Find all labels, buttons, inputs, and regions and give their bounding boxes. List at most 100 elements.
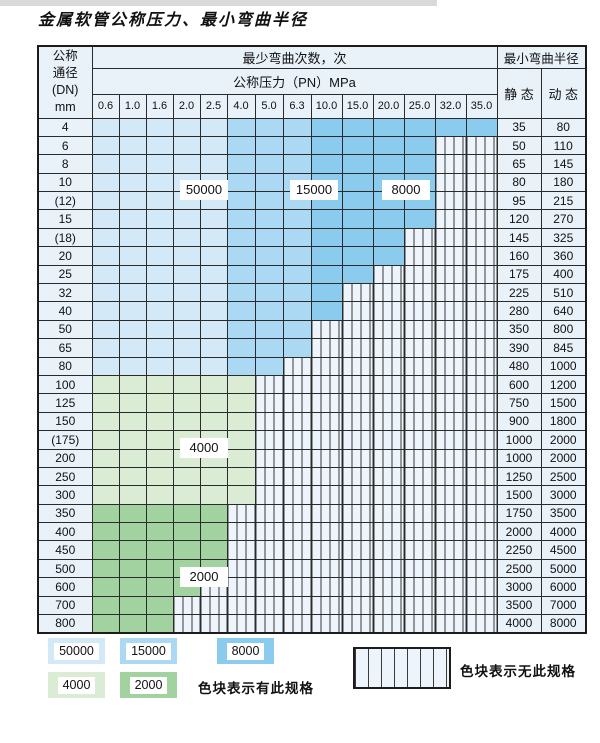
spec-unavailable-cell (465, 209, 498, 229)
spec-available-cell (91, 577, 120, 597)
spec-available-cell (172, 411, 201, 432)
spec-unavailable-cell (434, 283, 467, 303)
spec-unavailable-cell (403, 577, 436, 597)
row-dn-(18): (18) 145 325 (37, 227, 587, 248)
spec-unavailable-cell (434, 135, 467, 156)
spec-available-cell (91, 301, 120, 321)
spec-unavailable-cell (465, 595, 498, 616)
static-radius-value: 1000 (496, 430, 542, 450)
spec-unavailable-cell (282, 466, 312, 487)
spec-unavailable-cell (403, 430, 436, 450)
spec-available-cell (226, 448, 256, 468)
spec-available-cell (145, 246, 174, 266)
spec-available-cell (118, 614, 147, 634)
static-radius-value: 160 (496, 246, 542, 266)
row-dn-80: 80 480 1000 (37, 356, 587, 376)
spec-available-cell (91, 448, 120, 468)
spec-unavailable-cell (372, 430, 405, 450)
spec-unavailable-cell (341, 319, 374, 340)
spec-available-cell (226, 393, 256, 413)
static-radius-value: 35 (496, 117, 542, 137)
dn-label: 150 (37, 411, 93, 432)
spec-unavailable-cell (226, 540, 256, 560)
static-radius-value: 480 (496, 356, 542, 376)
spec-available-cell (226, 117, 256, 137)
spec-unavailable-cell (465, 540, 498, 560)
spec-available-cell (145, 191, 174, 211)
spec-available-cell (341, 172, 374, 193)
row-dn-(175): (175) 1000 2000 (37, 430, 587, 450)
row-dn-25: 25 175 400 (37, 264, 587, 285)
static-header: 静 态 (496, 67, 542, 119)
spec-available-cell (145, 540, 174, 560)
spec-unavailable-cell (434, 227, 467, 248)
spec-unavailable-cell (434, 466, 467, 487)
spec-available-cell (226, 301, 256, 321)
spec-available-cell (145, 135, 174, 156)
spec-unavailable-cell (172, 614, 201, 634)
spec-available-cell (172, 301, 201, 321)
spec-available-cell (310, 154, 343, 174)
spec-available-cell (199, 411, 228, 432)
spec-available-cell (254, 283, 284, 303)
spec-available-cell (91, 466, 120, 487)
spec-unavailable-cell (465, 411, 498, 432)
static-radius-value: 2250 (496, 540, 542, 560)
row-dn-8: 8 65 145 (37, 154, 587, 174)
row-dn-350: 350 1750 3500 (37, 503, 587, 524)
spec-available-cell (91, 135, 120, 156)
spec-available-cell (91, 209, 120, 229)
static-radius-value: 2000 (496, 522, 542, 542)
radius-header: 最小弯曲半径 (496, 45, 587, 69)
spec-unavailable-cell (254, 503, 284, 524)
row-dn-300: 300 1500 3000 (37, 485, 587, 505)
spec-available-cell (341, 209, 374, 229)
spec-available-cell (172, 319, 201, 340)
spec-available-cell (282, 154, 312, 174)
dn-label: (18) (37, 227, 93, 248)
spec-unavailable-cell (254, 577, 284, 597)
pressure-col-6.3: 6.3 (282, 93, 312, 119)
spec-unavailable-cell (465, 301, 498, 321)
dynamic-radius-value: 800 (540, 319, 587, 340)
spec-unavailable-cell (465, 283, 498, 303)
dynamic-radius-value: 3500 (540, 503, 587, 524)
spec-available-cell (118, 283, 147, 303)
legend-swatch-4000: 4000 (48, 672, 105, 698)
spec-available-cell (118, 264, 147, 285)
dynamic-radius-value: 6000 (540, 577, 587, 597)
dn-label: 200 (37, 448, 93, 468)
spec-unavailable-cell (341, 503, 374, 524)
dynamic-radius-value: 3000 (540, 485, 587, 505)
spec-unavailable-cell (372, 503, 405, 524)
row-dn-125: 125 750 1500 (37, 393, 587, 413)
static-radius-value: 900 (496, 411, 542, 432)
spec-unavailable-cell (254, 485, 284, 505)
spec-available-cell (226, 374, 256, 395)
spec-available-cell (226, 135, 256, 156)
dynamic-radius-value: 4000 (540, 522, 587, 542)
spec-available-cell (199, 503, 228, 524)
spec-available-cell (118, 595, 147, 616)
row-dn-150: 150 900 1800 (37, 411, 587, 432)
spec-table: 公称 通径 (DN) mm 最少弯曲次数，次 最小弯曲半径 公称压力（PN）MPa 静 态动 … (37, 45, 587, 634)
spec-unavailable-cell (341, 448, 374, 468)
spec-unavailable-cell (310, 319, 343, 340)
dn-label: 65 (37, 338, 93, 358)
spec-available-cell (172, 485, 201, 505)
dynamic-radius-value: 325 (540, 227, 587, 248)
spec-unavailable-cell (434, 430, 467, 450)
dynamic-radius-value: 8000 (540, 614, 587, 634)
spec-available-cell (145, 319, 174, 340)
spec-available-cell (118, 209, 147, 229)
spec-available-cell (91, 154, 120, 174)
spec-unavailable-cell (465, 430, 498, 450)
static-radius-value: 4000 (496, 614, 542, 634)
spec-available-cell (254, 227, 284, 248)
spec-available-cell (226, 356, 256, 376)
dn-header: 公称 通径 (DN) mm (37, 45, 93, 119)
static-radius-value: 145 (496, 227, 542, 248)
spec-available-cell (118, 191, 147, 211)
spec-unavailable-cell (310, 356, 343, 376)
spec-available-cell (145, 301, 174, 321)
